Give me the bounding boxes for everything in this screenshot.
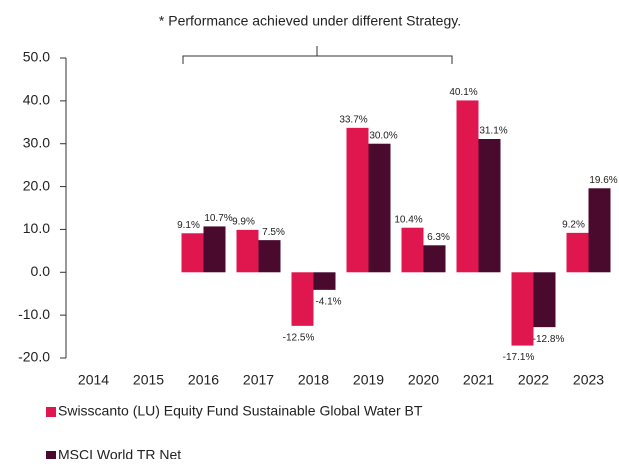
value-label: -17.1% [503, 352, 535, 363]
bar [346, 127, 369, 273]
y-tick-label: 30.0 [23, 134, 50, 150]
bar [291, 272, 314, 326]
bar [511, 272, 534, 346]
y-tick-label: 10.0 [23, 220, 50, 236]
bar [533, 272, 556, 328]
bar [368, 143, 391, 273]
y-tick-label: 40.0 [23, 92, 50, 108]
y-tick-label: 50.0 [23, 49, 50, 65]
bar [566, 232, 589, 273]
x-tick-label: 2021 [463, 372, 494, 388]
value-label: 33.7% [339, 114, 367, 125]
x-tick-label: 2018 [298, 372, 329, 388]
value-label: 19.6% [589, 175, 617, 186]
value-label: 9.1% [177, 220, 200, 231]
value-label: -4.1% [315, 296, 341, 307]
bracket [182, 46, 453, 64]
legend-label: MSCI World TR Net [58, 447, 181, 459]
legend-swatch [46, 451, 56, 461]
value-label: 10.7% [204, 213, 232, 224]
value-label: -12.8% [533, 334, 565, 345]
bar [236, 229, 259, 273]
y-tick-label: -20.0 [18, 349, 50, 365]
bar [313, 272, 336, 290]
value-label: 31.1% [479, 126, 507, 137]
value-label: 6.3% [427, 232, 450, 243]
value-label: 7.5% [262, 227, 285, 238]
value-label: 40.1% [449, 87, 477, 98]
x-tick-label: 2023 [573, 372, 604, 388]
y-tick-label: 0.0 [31, 263, 51, 279]
value-label: -12.5% [283, 332, 315, 343]
y-tick-label: 20.0 [23, 177, 50, 193]
x-tick-label: 2017 [243, 372, 274, 388]
bar [423, 245, 446, 273]
bar [478, 139, 501, 273]
x-tick-label: 2022 [518, 372, 549, 388]
bar [588, 188, 611, 273]
bar [401, 227, 424, 273]
value-label: 10.4% [394, 214, 422, 225]
legend-swatch [46, 407, 56, 417]
x-tick-label: 2014 [78, 372, 109, 388]
x-tick-label: 2019 [353, 372, 384, 388]
legend-label: Swisscanto (LU) Equity Fund Sustainable … [58, 403, 423, 419]
bar [203, 226, 226, 273]
value-label: 9.2% [562, 219, 585, 230]
y-tick-label: -10.0 [18, 306, 50, 322]
bar [456, 100, 479, 273]
x-tick-label: 2015 [133, 372, 164, 388]
value-label: 30.0% [369, 130, 397, 141]
x-tick-label: 2016 [188, 372, 219, 388]
bar [181, 233, 204, 273]
bar [258, 240, 281, 273]
annotation: * Performance achieved under different S… [159, 13, 461, 29]
x-tick-label: 2020 [408, 372, 439, 388]
value-label: 9.9% [232, 216, 255, 227]
